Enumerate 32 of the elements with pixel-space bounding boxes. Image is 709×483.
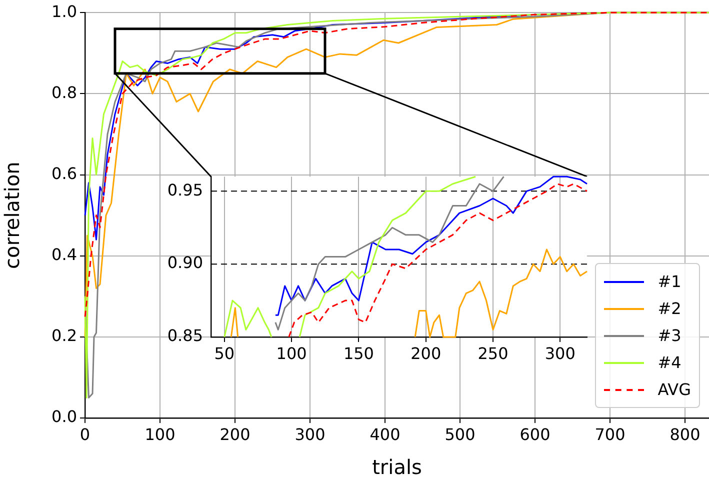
x-tick-label: 200: [220, 424, 250, 444]
y-axis-title: correlation: [0, 162, 24, 269]
x-tick-label: 150: [343, 344, 374, 363]
x-tick-label: 250: [478, 344, 508, 363]
y-tick-label: 0.90: [167, 253, 203, 272]
y-tick-label: 0.85: [167, 326, 203, 346]
y-tick-label: 0.2: [52, 326, 77, 346]
legend-label: AVG: [658, 380, 691, 399]
x-tick-label: 300: [544, 344, 576, 363]
y-tick-label: 0.95: [167, 180, 203, 200]
x-tick-label: 700: [594, 424, 626, 444]
y-tick-label: 0.6: [52, 164, 77, 183]
x-axis-title: trials: [372, 455, 422, 480]
y-tick-label: 0.4: [52, 244, 77, 264]
legend-label: #3: [658, 326, 682, 345]
x-tick-label: 50: [214, 344, 235, 363]
x-tick-label: 300: [294, 424, 326, 444]
x-tick-label: 500: [444, 424, 476, 444]
y-tick-label: 1.0: [52, 2, 77, 21]
x-tick-label: 0: [80, 424, 90, 444]
x-tick-label: 100: [144, 424, 176, 444]
y-tick-label: 0.8: [52, 82, 77, 102]
legend-label: #1: [658, 272, 682, 291]
x-tick-label: 400: [370, 424, 400, 444]
legend-label: #2: [658, 299, 682, 318]
legend-label: #4: [658, 353, 682, 372]
x-tick-label: 800: [670, 424, 700, 444]
x-tick-label: 200: [410, 344, 442, 363]
line-series: [288, 183, 588, 338]
y-tick-label: 0.0: [52, 407, 77, 426]
x-tick-label: 100: [276, 344, 307, 363]
x-tick-label: 600: [520, 424, 550, 444]
